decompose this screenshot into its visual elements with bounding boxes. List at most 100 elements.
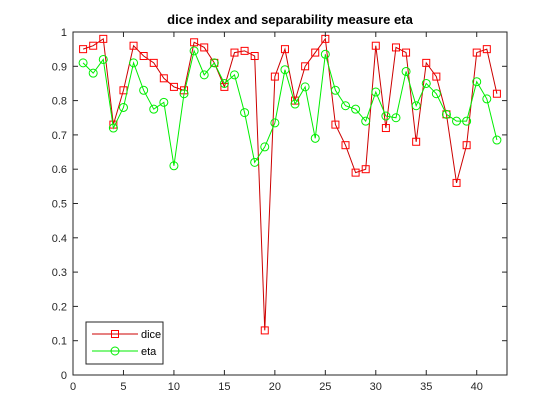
x-tick-label: 35 bbox=[420, 381, 432, 393]
data-point-dice bbox=[79, 45, 88, 54]
legend-box bbox=[85, 321, 164, 365]
data-point-eta bbox=[270, 118, 280, 128]
legend-label-dice: dice bbox=[141, 329, 161, 341]
data-point-eta bbox=[341, 101, 351, 111]
data-point-eta bbox=[250, 157, 260, 167]
data-point-dice bbox=[351, 168, 360, 177]
data-point-eta bbox=[139, 85, 149, 95]
y-tick-label: 0.4 bbox=[52, 233, 67, 245]
data-point-eta bbox=[431, 89, 441, 99]
series-line-dice bbox=[82, 37, 498, 331]
data-point-dice bbox=[402, 48, 411, 57]
axes: 0 5 10 15 20 25 30 35 40 0 0.1 0.2 0.3 0.4 0.5 0.6 0.7 0.… bbox=[52, 27, 508, 393]
series-line-eta bbox=[82, 49, 498, 166]
data-point-dice bbox=[472, 48, 481, 57]
plot-background bbox=[73, 32, 507, 375]
data-point-eta bbox=[219, 78, 229, 88]
data-point-eta bbox=[108, 123, 118, 133]
data-point-eta bbox=[189, 46, 199, 56]
data-point-dice bbox=[129, 41, 138, 50]
data-point-dice bbox=[230, 48, 239, 57]
data-point-eta bbox=[280, 65, 290, 75]
data-point-eta bbox=[78, 58, 88, 68]
data-point-dice bbox=[200, 43, 209, 52]
data-point-eta bbox=[371, 87, 381, 97]
legend-marker-dice bbox=[111, 330, 119, 338]
y-tick-label: 0.7 bbox=[52, 130, 67, 142]
data-point-eta bbox=[462, 116, 472, 126]
data-point-dice bbox=[149, 58, 158, 67]
data-point-dice bbox=[381, 124, 390, 133]
legend: dice eta bbox=[85, 321, 164, 365]
legend-label-eta: eta bbox=[141, 346, 157, 358]
x-tick-label: 40 bbox=[471, 381, 483, 393]
data-point-eta bbox=[300, 82, 310, 92]
x-tick-label: 30 bbox=[370, 381, 382, 393]
data-point-dice bbox=[169, 82, 178, 91]
data-point-eta bbox=[209, 58, 219, 68]
x-tick-label: 0 bbox=[70, 381, 76, 393]
data-point-eta bbox=[452, 116, 462, 126]
data-point-dice bbox=[250, 52, 259, 61]
data-point-dice bbox=[301, 62, 310, 71]
y-tick-label: 0.9 bbox=[52, 61, 67, 73]
data-point-eta bbox=[260, 142, 270, 152]
y-tick-label: 0.3 bbox=[52, 267, 67, 279]
x-tick-label: 15 bbox=[218, 381, 230, 393]
y-tick-label: 0.1 bbox=[52, 336, 67, 348]
data-point-eta bbox=[149, 104, 159, 114]
data-point-eta bbox=[88, 68, 98, 78]
data-point-dice bbox=[311, 48, 320, 57]
data-point-dice bbox=[492, 89, 501, 98]
data-point-dice bbox=[89, 41, 98, 50]
data-point-eta bbox=[421, 78, 431, 88]
y-tick-label: 0 bbox=[61, 370, 67, 382]
x-tick-label: 5 bbox=[120, 381, 126, 393]
data-point-dice bbox=[432, 72, 441, 81]
data-point-eta bbox=[118, 102, 128, 112]
data-point-dice bbox=[159, 74, 168, 83]
y-tick-label: 0.2 bbox=[52, 301, 67, 313]
data-point-dice bbox=[280, 45, 289, 54]
data-point-eta bbox=[199, 70, 209, 80]
data-point-eta bbox=[381, 111, 391, 121]
data-point-dice bbox=[260, 326, 269, 335]
data-point-eta bbox=[229, 70, 239, 80]
data-point-dice bbox=[462, 141, 471, 150]
data-point-eta bbox=[351, 104, 361, 114]
data-point-dice bbox=[422, 58, 431, 67]
plot-area bbox=[73, 32, 507, 375]
data-point-dice bbox=[99, 34, 108, 43]
data-point-eta bbox=[472, 77, 482, 87]
y-tick-label: 0.8 bbox=[52, 96, 67, 108]
x-tick-label: 20 bbox=[269, 381, 281, 393]
data-point-eta bbox=[330, 85, 340, 95]
data-point-eta bbox=[411, 101, 421, 111]
data-point-eta bbox=[98, 54, 108, 64]
data-point-dice bbox=[452, 178, 461, 187]
data-point-eta bbox=[391, 113, 401, 123]
y-tick-label: 0.6 bbox=[52, 164, 67, 176]
data-point-eta bbox=[401, 66, 411, 76]
x-tick-label: 25 bbox=[319, 381, 331, 393]
data-point-dice bbox=[139, 52, 148, 61]
x-tick-label: 10 bbox=[168, 381, 180, 393]
data-point-dice bbox=[412, 137, 421, 146]
data-point-eta bbox=[361, 116, 371, 126]
data-point-eta bbox=[320, 49, 330, 59]
data-point-dice bbox=[341, 141, 350, 150]
data-point-dice bbox=[190, 38, 199, 47]
data-point-eta bbox=[169, 161, 179, 171]
data-point-eta bbox=[179, 89, 189, 99]
data-point-dice bbox=[361, 165, 370, 174]
y-tick-label: 0.5 bbox=[52, 199, 67, 211]
data-point-dice bbox=[482, 45, 491, 54]
data-point-dice bbox=[331, 120, 340, 129]
data-point-eta bbox=[492, 135, 502, 145]
chart-title: dice index and separability measure eta bbox=[167, 12, 413, 27]
data-point-eta bbox=[482, 94, 492, 104]
data-point-dice bbox=[371, 41, 380, 50]
data-point-eta bbox=[310, 133, 320, 143]
data-point-dice bbox=[240, 46, 249, 55]
